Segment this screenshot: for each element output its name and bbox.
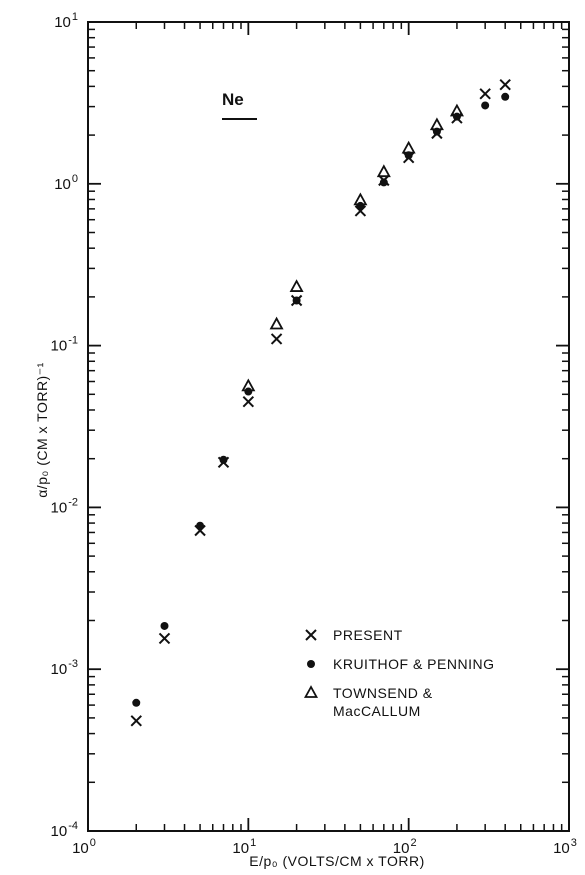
legend: PRESENT KRUITHOF & PENNING TOWNSEND & MacCA… [303,627,494,719]
y-tick-label: 10-4 [51,820,78,840]
x-marker-point [158,632,171,645]
triangle-marker-point [289,279,304,292]
dot-marker-point [452,112,461,121]
dot-marker-point [292,296,301,305]
x-marker-point [499,78,511,91]
x-marker-point [270,333,283,345]
triangle-marker-point [241,378,256,392]
y-tick-label: 10-1 [51,335,78,355]
triangle-marker-point [449,103,464,117]
legend-triangle-icon [303,685,319,698]
y-axis-ticks: 10-4 10-3 10-2 10-1 100 101 [51,11,569,840]
series-triangle [241,103,464,392]
legend-label: PRESENT [333,627,403,643]
x-marker-point [242,396,255,408]
x-axis-ticks: 100 101 102 103 [72,22,577,857]
gas-label: Ne [222,90,244,109]
legend-label: TOWNSEND & [333,685,433,701]
dot-marker-point [379,178,388,187]
x-axis-label: E/p₀ (VOLTS/CM x TORR) [249,853,425,869]
x-tick-label: 103 [553,837,577,857]
data-points [130,78,511,727]
y-axis-label: α/p₀ (CM x TORR)⁻¹ [34,362,50,498]
y-tick-label: 10-2 [51,496,78,516]
legend-item: KRUITHOF & PENNING [307,656,494,672]
triangle-marker-point [353,192,368,206]
series-x [130,78,511,727]
triangle-marker-point [269,316,284,330]
triangle-marker-point [376,164,391,178]
legend-label: KRUITHOF & PENNING [333,656,494,672]
plot-border [87,21,570,832]
x-marker-point [479,88,491,100]
series-dot [132,92,510,707]
dot-marker-point [501,92,510,101]
dot-marker-point [356,201,365,210]
dot-marker-point [244,387,253,396]
x-tick-label: 100 [72,837,96,857]
y-tick-label: 10-3 [51,658,78,678]
triangle-marker-point [429,117,444,131]
gas-annotation: Ne [222,90,257,120]
legend-label: MacCALLUM [333,703,421,719]
dot-marker-point [160,621,169,630]
dot-marker-point [219,455,228,464]
dot-marker-point [132,698,141,707]
plot-frame [87,21,570,832]
legend-dot-icon [307,660,315,668]
legend-item: TOWNSEND & MacCALLUM [303,685,433,719]
y-tick-label: 100 [54,173,78,193]
dot-marker-point [196,521,205,530]
triangle-marker-point [401,140,416,154]
legend-x-icon [305,629,317,641]
y-tick-label: 101 [54,11,78,31]
dot-marker-point [481,101,490,110]
legend-item: PRESENT [305,627,403,643]
x-marker-point [130,715,142,727]
